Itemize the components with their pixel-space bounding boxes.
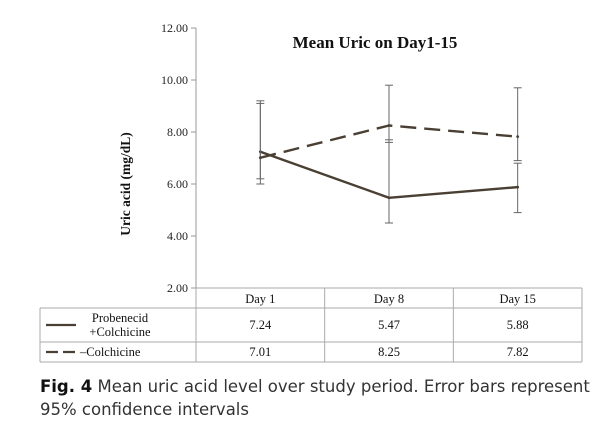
data-point — [387, 124, 391, 127]
data-point — [387, 196, 391, 200]
x-category-label: Day 8 — [374, 292, 404, 306]
data-value-label: 5.47 — [378, 318, 400, 332]
y-tick-label: 8.00 — [167, 125, 188, 139]
caption-text: Mean uric acid level over study period. … — [40, 377, 590, 419]
data-point — [516, 185, 520, 189]
data-value-label: 7.82 — [507, 345, 529, 359]
y-tick-label: 6.00 — [167, 177, 188, 191]
caption-label: Fig. 4 — [40, 377, 93, 396]
data-value-label: 7.24 — [249, 318, 272, 332]
legend-label: +Colchicine — [89, 325, 151, 339]
x-category-label: Day 1 — [245, 292, 275, 306]
y-tick-label: 4.00 — [167, 229, 188, 243]
y-tick-label: 2.00 — [167, 281, 188, 295]
y-tick-label: 10.00 — [161, 73, 188, 87]
y-axis-label: Uric acid (mg/dL) — [118, 132, 133, 236]
chart-title: Mean Uric on Day1-15 — [293, 33, 458, 52]
data-table: Day 1 Day 8 Day 15 Probenecid+Colchicine 7.2… — [39, 287, 583, 363]
data-value-label: 7.01 — [249, 345, 271, 359]
y-tick-label: 12.00 — [161, 21, 188, 35]
data-value-label: 8.25 — [378, 345, 400, 359]
figure-caption: Fig. 4 Mean uric acid level over study p… — [40, 375, 600, 421]
line-chart: Mean Uric on Day1-15 Uric acid (mg/dL) 2… — [39, 21, 583, 363]
data-value-label: 5.88 — [507, 318, 529, 332]
legend-label: –Colchicine — [79, 345, 141, 359]
x-category-label: Day 15 — [499, 292, 535, 306]
data-point — [516, 135, 520, 139]
series-layer — [256, 84, 522, 224]
axes: 2.00 4.00 6.00 8.00 10.00 12.00 — [161, 21, 197, 295]
data-point — [258, 156, 262, 160]
legend-label: Probenecid — [92, 311, 149, 325]
